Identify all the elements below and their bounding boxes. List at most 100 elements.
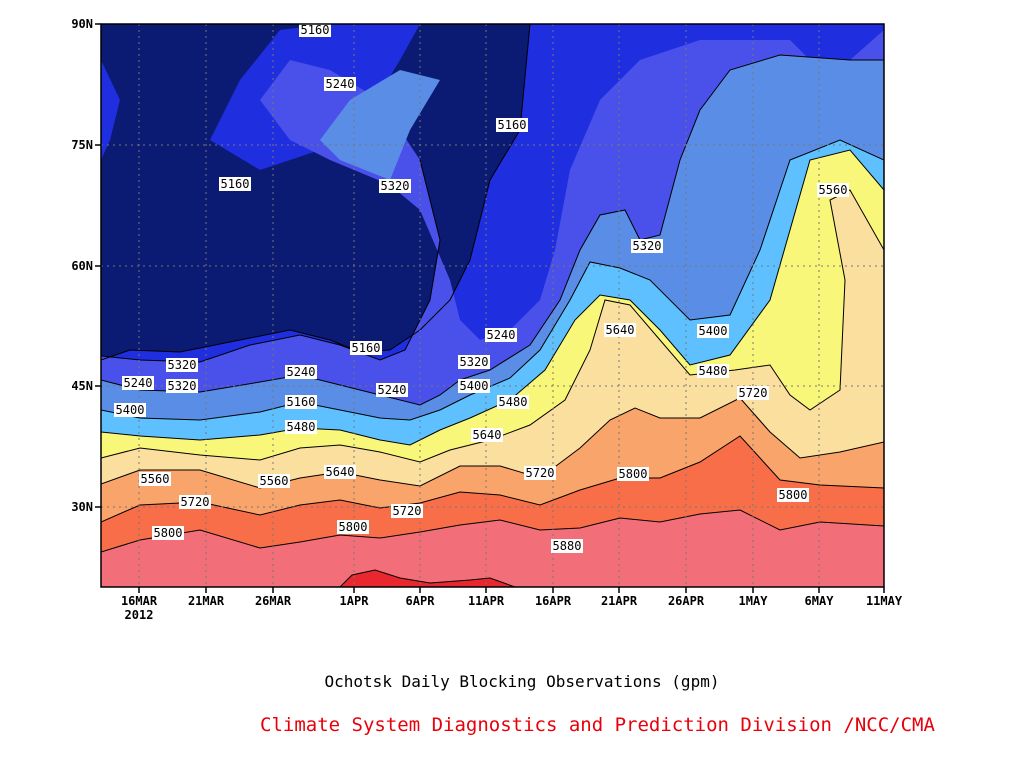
contour-label: 5720 [181,495,210,509]
y-tick-label: 90N [71,17,93,31]
contour-label: 5240 [487,328,516,342]
contour-label: 5400 [460,379,489,393]
x-tick-label: 21MAR [188,594,225,608]
contour-label: 5320 [633,239,662,253]
contour-label: 5560 [141,472,170,486]
contour-label: 5800 [619,467,648,481]
contour-label-box [285,365,317,379]
contour-label: 5720 [526,466,555,480]
x-tick-label: 6APR [406,594,436,608]
contour-label: 5160 [352,341,381,355]
contour-label-box [299,23,331,37]
contour-label: 5480 [699,364,728,378]
contour-label: 5480 [499,395,528,409]
contour-label-box [777,488,809,502]
contour-label-box [166,358,198,372]
contour-label-box [697,324,729,338]
contour-label-box [122,376,154,390]
contour-label: 5160 [287,395,316,409]
contour-label-box [524,466,556,480]
contour-label-box [391,504,423,518]
contour-label: 5160 [301,23,330,37]
contour-label-box [324,465,356,479]
x-tick-label: 1MAY [739,594,769,608]
x-tick-label: 26APR [668,594,705,608]
contour-label-box [324,77,356,91]
grid-lines [101,24,884,587]
contour-label-box [139,472,171,486]
x-tick-label: 6MAY [805,594,835,608]
contour-label: 5240 [287,365,316,379]
contour-label-box [337,520,369,534]
x-year-label: 2012 [125,608,154,622]
x-tick-label: 16MAR [121,594,158,608]
contour-labels: 5160 5240 5160 5320 5160 5320 5160 5240 5320 5240… [114,23,849,553]
y-tick-label: 60N [71,259,93,273]
contour-label-box [697,364,729,378]
contour-label: 5880 [553,539,582,553]
contour-label-box [379,179,411,193]
contour-label-box [458,355,490,369]
contour-label: 5320 [460,355,489,369]
band-5880-core [340,570,515,587]
contour-label: 5480 [287,420,316,434]
contour-label: 5800 [779,488,808,502]
contour-label: 5400 [699,324,728,338]
contour-label-box [114,403,146,417]
x-tick-label: 21APR [601,594,638,608]
contour-label: 5320 [168,358,197,372]
contour-label: 5560 [260,474,289,488]
y-axis: 30N 45N 60N 75N 90N [71,17,101,514]
credit-line: Climate System Diagnostics and Predictio… [260,714,935,736]
contour-fill-bands [101,24,884,587]
y-tick-label: 30N [71,500,93,514]
contour-label: 5640 [326,465,355,479]
contour-label: 5240 [326,77,355,91]
x-tick-label: 1APR [340,594,370,608]
chart-title: Ochotsk Daily Blocking Observations (gpm… [324,672,720,691]
contour-label-box [376,383,408,397]
contour-label-box [631,239,663,253]
contour-label-box [166,379,198,393]
contour-label-box [496,118,528,132]
contour-label: 5560 [819,183,848,197]
contour-label: 5640 [606,323,635,337]
contour-label-box [179,495,211,509]
contour-label-box [152,526,184,540]
band-5880 [101,510,884,587]
contour-label: 5800 [154,526,183,540]
x-tick-label: 11APR [468,594,505,608]
contour-label-box [604,323,636,337]
contour-label-box [817,183,849,197]
contour-label-box [471,428,503,442]
contour-label-box [485,328,517,342]
contour-label: 5160 [498,118,527,132]
contour-label: 5320 [381,179,410,193]
contour-label-box [551,539,583,553]
contour-label-box [258,474,290,488]
x-axis: 16MAR 21MAR 26MAR 1APR 6APR 11APR 16APR 21APR 26… [121,587,903,622]
contour-label: 5640 [473,428,502,442]
y-tick-label: 45N [71,379,93,393]
contour-label: 5240 [124,376,153,390]
contour-label: 5720 [393,504,422,518]
contour-label-box [285,395,317,409]
contour-label: 5720 [739,386,768,400]
contour-label-box [219,177,251,191]
contour-label: 5800 [339,520,368,534]
plot-frame [100,23,885,588]
contour-label: 5320 [168,379,197,393]
y-tick-label: 75N [71,138,93,152]
contour-label-box [350,341,382,355]
contour-label-box [617,467,649,481]
contour-label-box [458,379,490,393]
contour-label-box [285,420,317,434]
x-tick-label: 26MAR [255,594,292,608]
contour-label: 5400 [116,403,145,417]
contour-label: 5160 [221,177,250,191]
contour-label-box [497,395,529,409]
x-tick-label: 16APR [535,594,572,608]
x-tick-label: 11MAY [866,594,903,608]
contour-label-box [737,386,769,400]
